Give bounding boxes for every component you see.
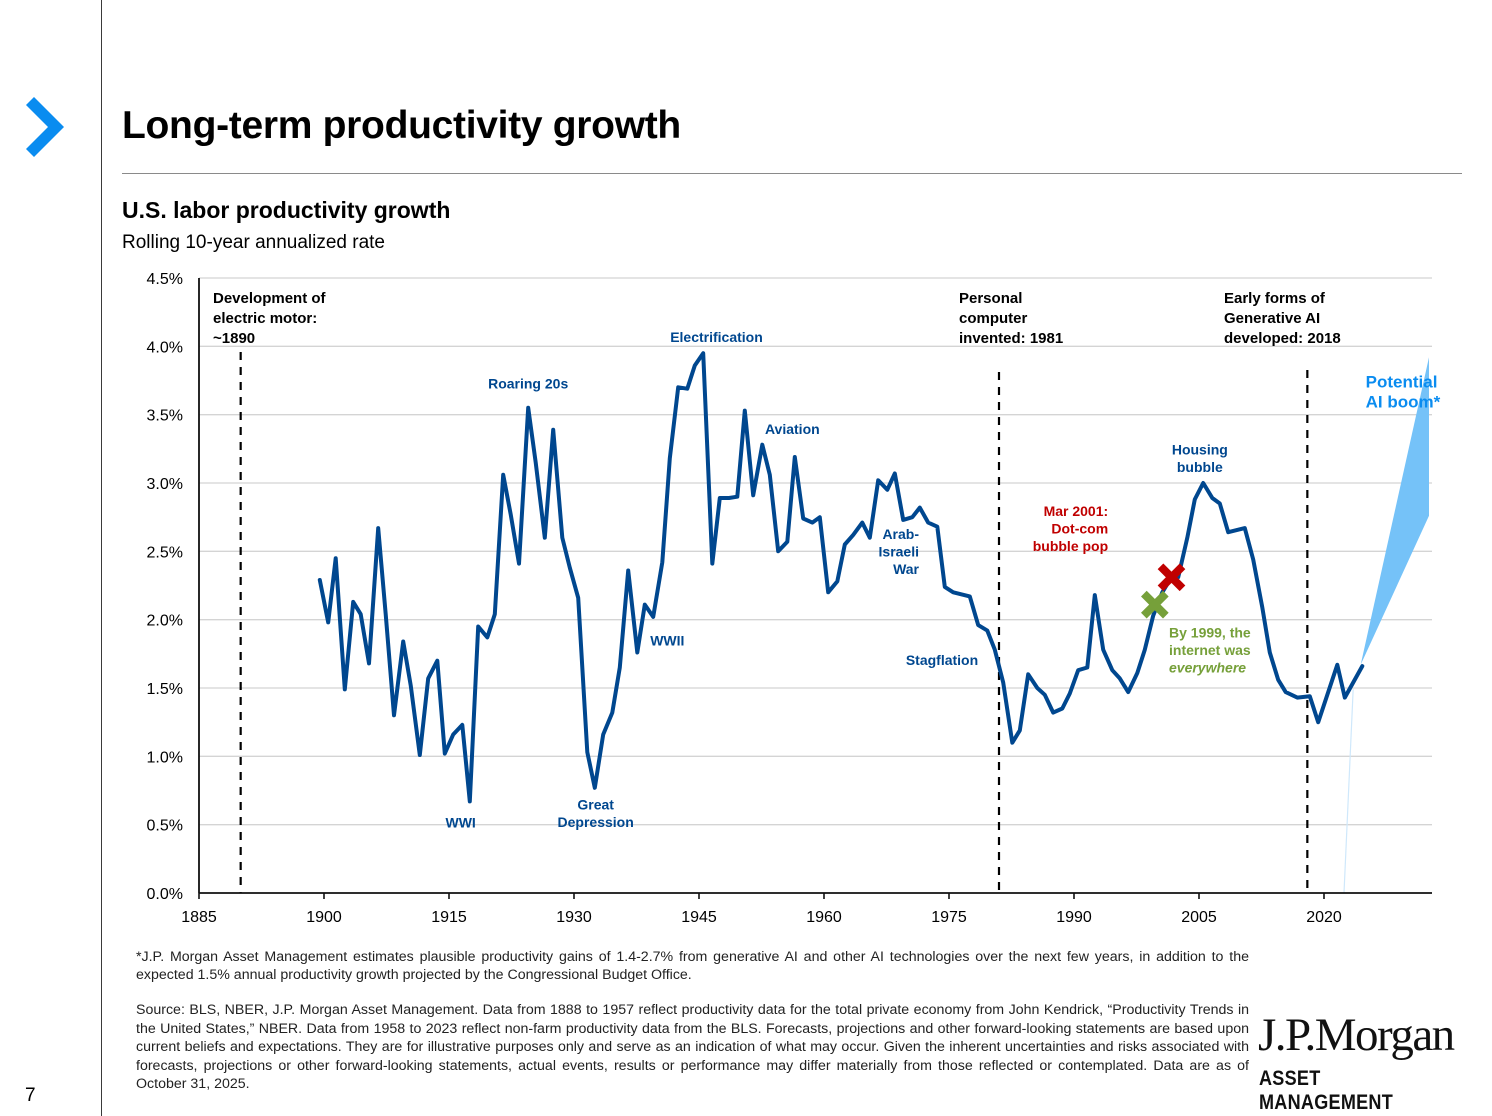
source-note: Source: BLS, NBER, J.P. Morgan Asset Man… xyxy=(136,1002,1249,1092)
x-tick-label: 2005 xyxy=(1181,909,1217,926)
dot-com-marker-stroke-b xyxy=(1157,563,1186,592)
page-title: Long-term productivity growth xyxy=(122,104,681,147)
y-tick-label: 2.0% xyxy=(147,613,183,630)
annotation-great-depression: Depression xyxy=(558,814,634,830)
internet-1999-marker xyxy=(1141,590,1169,619)
y-tick-label: 0.0% xyxy=(147,886,183,903)
event-label: invented: 1981 xyxy=(959,330,1063,347)
event-label: Development of xyxy=(213,290,327,307)
y-tick-label: 0.5% xyxy=(147,818,183,835)
internet-1999-marker-stroke-b xyxy=(1141,590,1169,619)
annotation-internet-1999: internet was xyxy=(1169,642,1251,658)
y-tick-label: 2.5% xyxy=(147,544,183,561)
y-tick-label: 4.0% xyxy=(147,339,183,356)
title-divider xyxy=(122,173,1462,174)
x-tick-label: 1885 xyxy=(181,909,217,926)
annotation-housing-bubble: bubble xyxy=(1177,459,1223,475)
annotation-arab-israeli-war: Israeli xyxy=(879,544,919,560)
y-tick-label: 4.5% xyxy=(147,271,183,288)
event-label: ~1890 xyxy=(213,330,255,347)
annotation-potential-ai-boom: AI boom* xyxy=(1366,392,1441,411)
annotation-wwi: WWI xyxy=(446,814,476,830)
chart-title: U.S. labor productivity growth xyxy=(122,197,451,223)
annotation-roaring-20s: Roaring 20s xyxy=(488,376,568,392)
x-tick-label: 1945 xyxy=(681,909,717,926)
event-label: electric motor: xyxy=(213,310,317,327)
x-tick-label: 1990 xyxy=(1056,909,1092,926)
x-tick-label: 1915 xyxy=(431,909,467,926)
annotation-stagflation: Stagflation xyxy=(906,652,978,668)
annotation-wwii: WWII xyxy=(650,633,684,649)
y-tick-label: 1.0% xyxy=(147,749,183,766)
annotation-potential-ai-boom: Potential xyxy=(1366,372,1438,391)
y-tick-label: 1.5% xyxy=(147,681,183,698)
x-tick-label: 1975 xyxy=(931,909,967,926)
annotation-great-depression: Great xyxy=(577,797,614,813)
annotation-dot-com: bubble pop xyxy=(1033,538,1108,554)
annotation-arab-israeli-war: War xyxy=(893,561,919,577)
y-tick-label: 3.0% xyxy=(147,476,183,493)
x-tick-label: 1930 xyxy=(556,909,592,926)
page-number: 7 xyxy=(25,1085,36,1106)
logo-subtitle: ASSET MANAGEMENT xyxy=(1259,1067,1394,1114)
event-label: Generative AI xyxy=(1224,310,1320,327)
ai-boom-projection-band xyxy=(1360,357,1429,665)
event-label: computer xyxy=(959,310,1028,327)
annotation-electrification: Electrification xyxy=(670,329,763,345)
left-divider xyxy=(101,0,102,1116)
annotation-dot-com: Dot-com xyxy=(1051,520,1108,536)
x-tick-label: 1960 xyxy=(806,909,842,926)
projection-trace-line xyxy=(1343,689,1354,894)
productivity-series-line xyxy=(317,351,1365,804)
chevron-right-icon xyxy=(26,97,64,157)
productivity-line-chart: 0.0% 0.5% 1.0% 1.5% 2.0% 2.5% 3.0% 3.5% 4.0% 4.5%… xyxy=(147,271,1441,926)
annotation-aviation: Aviation xyxy=(765,421,820,437)
x-tick-label: 2020 xyxy=(1306,909,1342,926)
annotation-housing-bubble: Housing xyxy=(1172,441,1228,457)
x-tick-label: 1900 xyxy=(306,909,342,926)
annotation-internet-1999: By 1999, the xyxy=(1169,624,1251,640)
annotation-arab-israeli-war: Arab- xyxy=(882,526,919,542)
y-tick-label: 3.5% xyxy=(147,408,183,425)
event-label: developed: 2018 xyxy=(1224,330,1341,347)
annotation-internet-1999: everywhere xyxy=(1169,659,1246,675)
annotation-dot-com: Mar 2001: xyxy=(1044,503,1109,519)
event-label: Early forms of xyxy=(1224,290,1326,307)
event-label: Personal xyxy=(959,290,1022,307)
jpmorgan-logo: J.P.Morgan xyxy=(1258,1009,1455,1061)
dot-com-marker xyxy=(1157,563,1186,592)
asterisk-footnote: *J.P. Morgan Asset Management estimates … xyxy=(136,949,1249,983)
chart-subtitle: Rolling 10-year annualized rate xyxy=(122,232,385,253)
